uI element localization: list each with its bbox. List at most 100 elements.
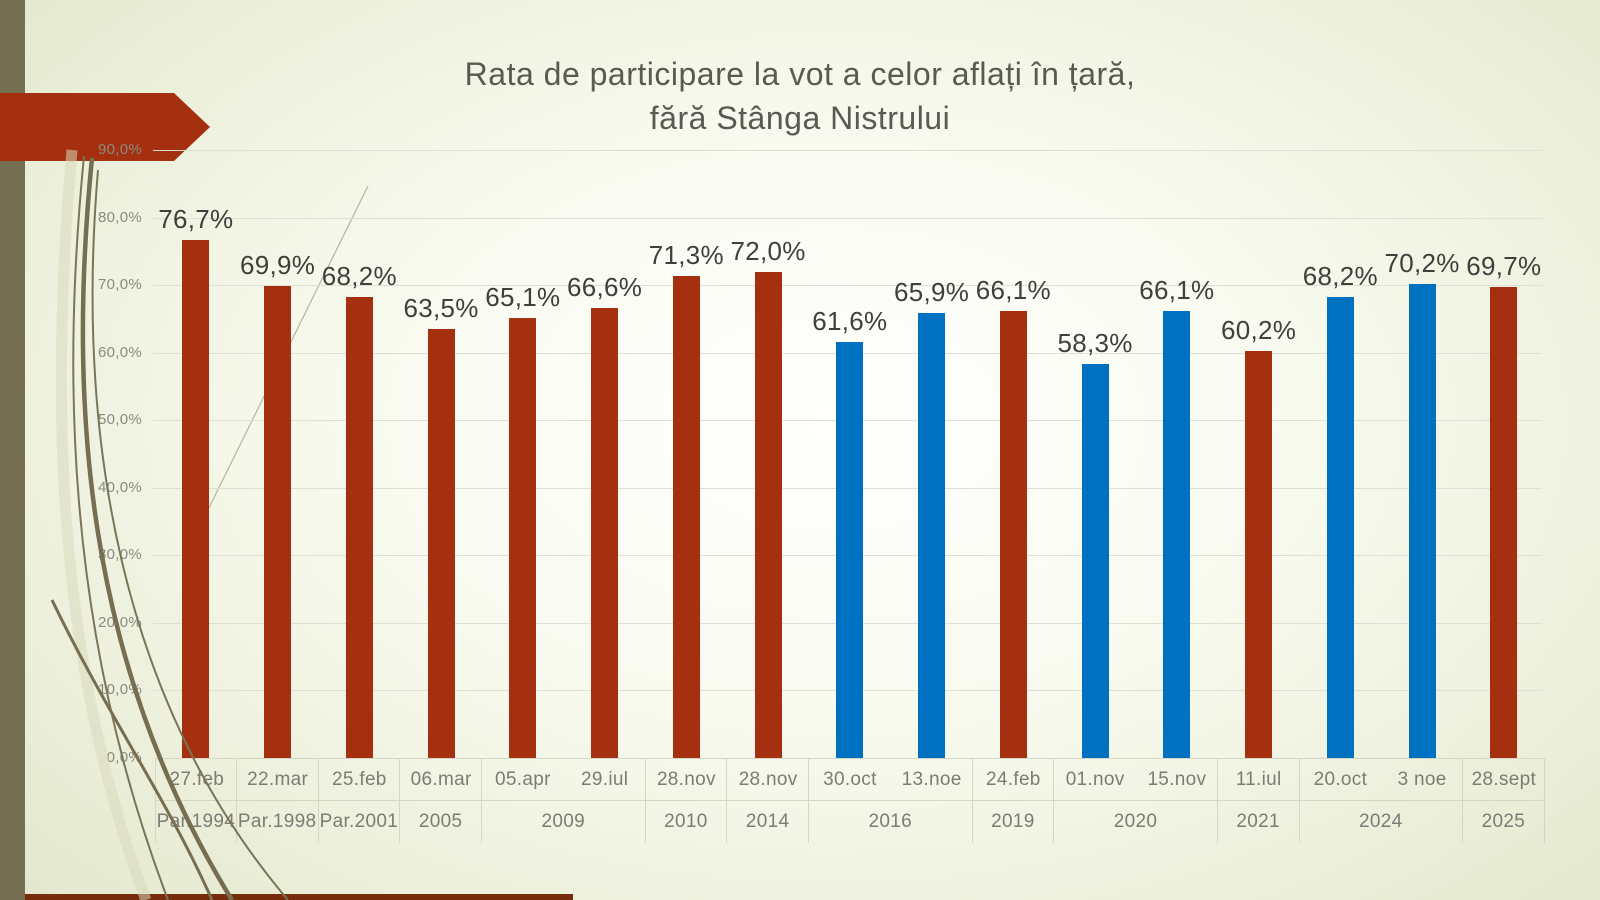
axis-dates-row: 25.feb [318, 759, 400, 801]
bar-25.feb-Par.2001 [345, 297, 373, 758]
x-axis-date-label: 29.iul [581, 769, 629, 790]
bar-value-label: 72,0% [730, 235, 806, 266]
axis-dates-row: 28.nov [727, 759, 808, 801]
chart-title-line2: fără Stânga Nistrului [649, 100, 951, 136]
x-axis-date-label: 24.feb [986, 769, 1041, 790]
gridline [153, 149, 1542, 151]
bar-value-label: 63,5% [403, 293, 479, 324]
x-axis-date-label: 25.feb [332, 769, 387, 790]
bar-value-label: 65,9% [894, 276, 970, 307]
axis-group-2009: 05.apr 29.iul 2009 [482, 759, 646, 843]
bar-value-label: 61,6% [812, 305, 888, 336]
x-axis-year-label: Par.1994 [156, 811, 236, 832]
axis-group-2025: 28.sept 2025 [1463, 759, 1545, 843]
axis-group-2010: 28.nov 2010 [645, 759, 728, 843]
axis-dates-row: 30.oct 13.noe [809, 759, 972, 801]
bar-15.nov-2020 [1163, 311, 1191, 758]
bar-value-label: 58,3% [1057, 328, 1133, 359]
x-axis-date-label: 28.nov [656, 769, 716, 790]
x-axis-date-label: 27.feb [169, 769, 225, 790]
bar-value-label: 60,2% [1221, 315, 1297, 346]
axis-dates-row: 24.feb [972, 759, 1054, 801]
axis-group-2024: 20.oct 3 noe 2024 [1299, 759, 1463, 843]
axis-group-2014: 28.nov 2014 [727, 759, 809, 843]
axis-dates-row: 01.nov 15.nov [1054, 759, 1217, 801]
bar-value-label: 69,7% [1466, 251, 1542, 282]
axis-dates-row: 05.apr 29.iul [482, 759, 645, 801]
axis-dates-row: 22.mar [236, 759, 318, 801]
bar-24.feb-2019 [999, 311, 1027, 758]
x-axis-date-label: 06.mar [410, 769, 472, 790]
x-axis-year-label: 2025 [1481, 811, 1526, 832]
y-axis-tick-label: 70,0% [97, 276, 142, 294]
bar-value-label: 68,2% [321, 261, 397, 292]
axis-group-2020: 01.nov 15.nov 2020 [1054, 759, 1218, 843]
x-axis-date-label: 05.apr [495, 769, 551, 790]
y-axis-tick-label: 30,0% [97, 546, 142, 564]
axis-dates-row: 27.feb [156, 759, 236, 801]
bar-value-label: 71,3% [648, 240, 724, 271]
axis-dates-row: 28.nov [645, 759, 727, 801]
bar-28.sept-2025 [1490, 287, 1518, 758]
x-axis-date-label: 13.noe [901, 769, 962, 790]
y-axis-tick-label: 0,0% [106, 749, 142, 766]
axis-group-2021: 11.iul 2021 [1217, 759, 1300, 843]
axis-group-2019: 24.feb 2019 [972, 759, 1055, 843]
y-axis-tick-label: 40,0% [97, 478, 142, 496]
x-axis-date-label: 01.nov [1065, 769, 1125, 790]
bar-28.nov-2010 [672, 276, 700, 758]
x-axis-year-label: 2024 [1359, 811, 1403, 832]
bar-value-label: 66,6% [567, 272, 643, 303]
bar-30.oct-2016 [836, 341, 864, 758]
bar-05.apr-2009 [509, 318, 537, 758]
y-axis-tick-label: 20,0% [97, 613, 142, 631]
chart-title-line1: Rata de participare la vot a celor aflaț… [464, 56, 1136, 92]
gridline [153, 217, 1542, 219]
axis-dates-row: 28.sept [1463, 759, 1544, 801]
x-axis-year-label: 2020 [1113, 811, 1158, 832]
bar-29.iul-2009 [591, 308, 619, 758]
x-axis-year-label: 2009 [541, 811, 585, 832]
x-axis-year-label: 2019 [991, 811, 1035, 832]
bar-01.nov-2020 [1081, 364, 1109, 758]
x-axis-date-label: 22.mar [247, 769, 309, 790]
y-axis-tick-label: 90,0% [97, 140, 142, 158]
axis-dates-row: 20.oct 3 noe [1299, 759, 1462, 801]
x-axis-year-label: Par.1998 [237, 811, 317, 832]
bar-value-label: 76,7% [158, 203, 234, 234]
axis-dates-row: 11.iul [1217, 759, 1299, 801]
bar-value-label: 68,2% [1302, 261, 1378, 292]
x-axis-year-label: 2016 [868, 811, 912, 832]
axis-group-Par.1994: 27.feb Par.1994 [155, 759, 237, 843]
axis-group-Par.2001: 25.feb Par.2001 [318, 759, 401, 843]
x-axis-date-label: 15.nov [1147, 769, 1207, 790]
chart-title: Rata de participare la vot a celor aflaț… [0, 52, 1600, 140]
x-axis-table: 27.feb Par.1994 22.mar Par.1998 25.feb Par.20… [155, 758, 1545, 843]
bar-value-label: 66,1% [1139, 275, 1215, 306]
bar-27.feb-Par.1994 [182, 239, 210, 758]
y-axis-tick-label: 50,0% [97, 411, 142, 429]
bar-value-label: 66,1% [975, 275, 1051, 306]
bar-13.noe-2016 [918, 312, 946, 758]
axis-group-Par.1998: 22.mar Par.1998 [236, 759, 319, 843]
y-axis-tick-label: 60,0% [97, 343, 142, 361]
gridline [153, 285, 1542, 287]
bar-06.mar-2005 [427, 329, 455, 758]
bar-3 noe-2024 [1408, 283, 1436, 758]
bar-value-label: 65,1% [485, 282, 561, 313]
x-axis-year-label: Par.2001 [319, 811, 399, 832]
bar-value-label: 70,2% [1384, 247, 1460, 278]
x-axis-year-label: 2021 [1236, 811, 1280, 832]
bar-20.oct-2024 [1326, 297, 1354, 758]
y-axis-tick-label: 10,0% [97, 681, 142, 699]
x-axis-date-label: 30.oct [823, 769, 877, 790]
x-axis-date-label: 28.nov [738, 769, 798, 790]
bar-22.mar-Par.1998 [264, 285, 292, 758]
x-axis-date-label: 11.iul [1235, 769, 1282, 790]
axis-dates-row: 06.mar [400, 759, 481, 801]
x-axis-date-label: 28.sept [1471, 769, 1537, 790]
bar-11.iul-2021 [1245, 351, 1273, 758]
axis-group-2016: 30.oct 13.noe 2016 [809, 759, 973, 843]
x-axis-year-label: 2014 [745, 811, 790, 832]
x-axis-date-label: 20.oct [1313, 769, 1368, 790]
